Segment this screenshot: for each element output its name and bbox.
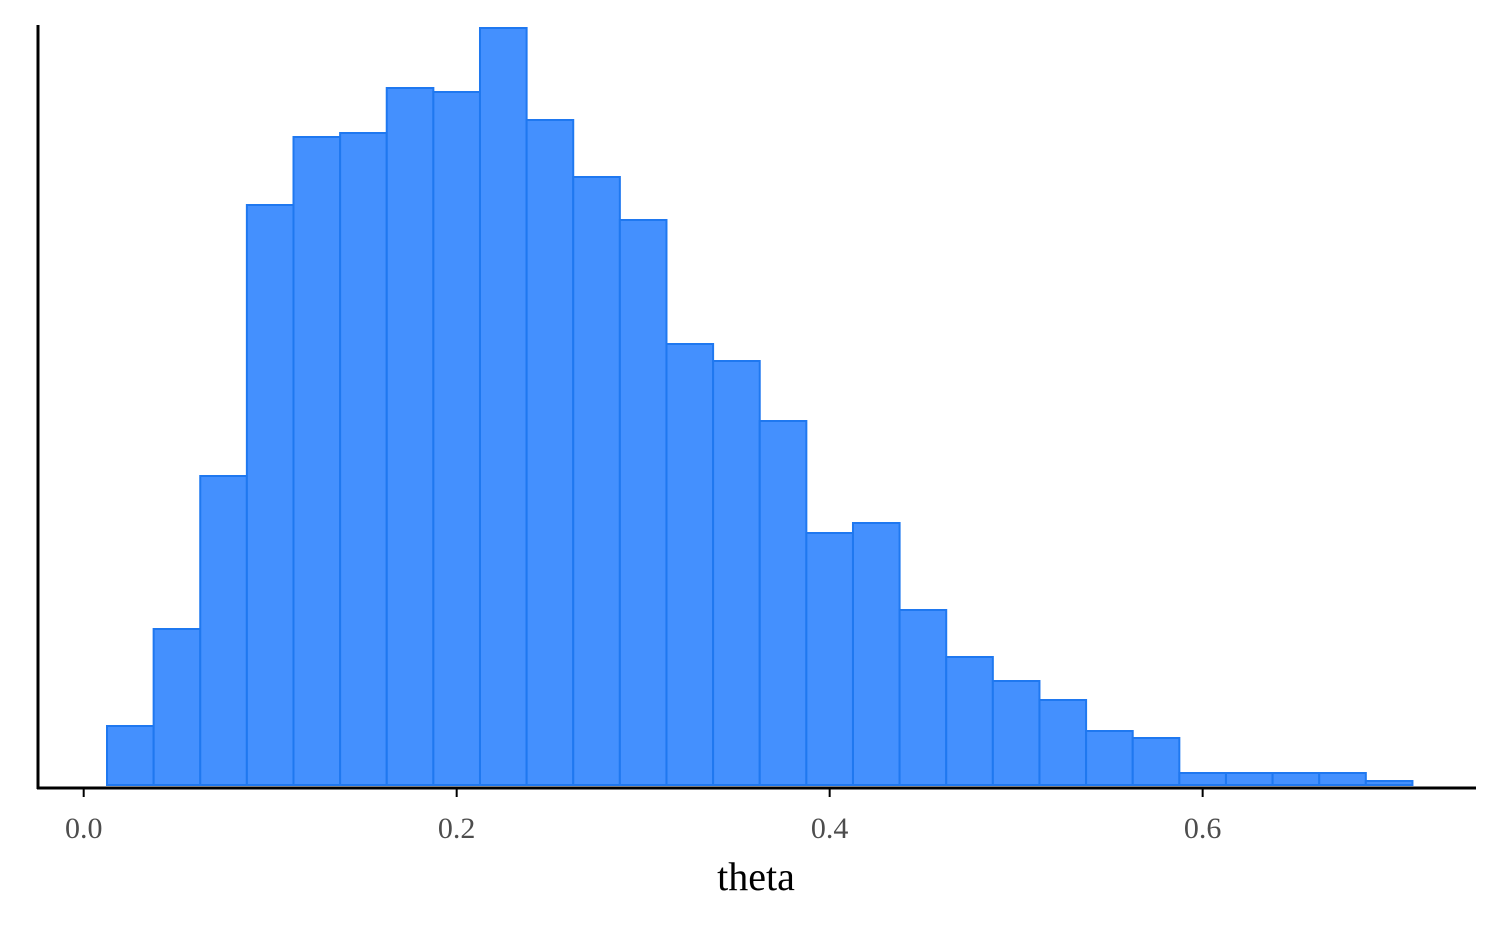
x-tick-label: 0.4 <box>811 812 849 845</box>
histogram-bar <box>1038 699 1088 786</box>
histogram-bar <box>199 475 248 786</box>
histogram-bar <box>945 656 994 786</box>
histogram-bar <box>805 532 854 786</box>
histogram-bar <box>339 132 388 786</box>
histogram-bar <box>851 522 901 786</box>
histogram-bar <box>245 204 295 786</box>
histogram-bar <box>106 725 155 786</box>
histogram-bar <box>385 87 435 786</box>
histogram-bar <box>1224 772 1274 786</box>
x-axis-ticks: 0.0 0.2 0.4 0.6 <box>65 789 1221 845</box>
histogram-bar <box>152 628 202 786</box>
histogram-bar <box>432 91 481 786</box>
histogram-bar <box>712 360 761 786</box>
histogram-bar <box>1178 772 1227 786</box>
histogram-bar <box>1131 737 1181 786</box>
histogram-bar <box>1085 730 1134 786</box>
x-tick-label: 0.6 <box>1184 812 1222 845</box>
histogram-bar <box>478 27 528 786</box>
histogram-bar <box>525 119 575 786</box>
histogram-bar <box>292 136 342 786</box>
histogram-bar <box>1271 772 1321 786</box>
histogram-bar <box>1318 772 1367 786</box>
histogram-bar <box>665 343 715 786</box>
histogram-bar <box>898 609 948 786</box>
histogram-bars <box>106 27 1414 786</box>
histogram-bar <box>758 420 808 786</box>
histogram-bar <box>572 176 621 786</box>
histogram-bar <box>1364 780 1414 786</box>
x-axis-title: theta <box>717 854 795 899</box>
histogram-bar <box>991 680 1041 786</box>
histogram-bar <box>618 219 668 786</box>
x-tick-label: 0.2 <box>438 812 476 845</box>
x-tick-label: 0.0 <box>65 812 103 845</box>
